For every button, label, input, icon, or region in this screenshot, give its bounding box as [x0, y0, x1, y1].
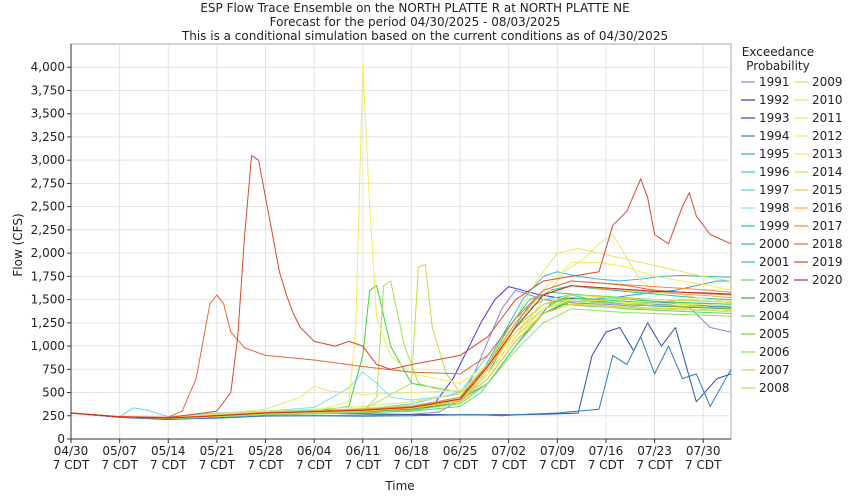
legend-label-2014: 2014 [812, 165, 843, 179]
legend-label-2017: 2017 [812, 219, 843, 233]
y-tick-label: 2,500 [31, 200, 65, 214]
y-tick-label: 4,000 [31, 60, 65, 74]
legend-label-2009: 2009 [812, 75, 843, 89]
y-tick-label: 1,250 [31, 316, 65, 330]
legend-label-1991: 1991 [759, 75, 790, 89]
legend-label-1999: 1999 [759, 219, 790, 233]
x-tick-tz: 7 CDT [101, 458, 138, 472]
series-line-1994 [70, 336, 732, 420]
legend-label-1994: 1994 [759, 129, 790, 143]
legend-title-exceedance: Exceedance [742, 45, 814, 59]
y-axis-ticks: 0 250 500 750 1,000 1,250 1,500 1,750 2,000 2,250… [31, 60, 71, 446]
legend-label-1997: 1997 [759, 183, 790, 197]
y-tick-label: 1,500 [31, 293, 65, 307]
legend-label-2006: 2006 [759, 345, 790, 359]
x-tick-tz: 7 CDT [588, 458, 625, 472]
y-tick-label: 500 [42, 386, 65, 400]
y-axis-label: Flow (CFS) [11, 213, 25, 276]
series-line-2019 [70, 155, 732, 419]
x-tick-tz: 7 CDT [199, 458, 236, 472]
y-tick-label: 3,500 [31, 107, 65, 121]
x-tick-date: 06/25 [443, 444, 478, 458]
y-tick-label: 2,000 [31, 246, 65, 260]
series-line-2018 [70, 280, 732, 418]
legend-label-2012: 2012 [812, 129, 843, 143]
x-tick-tz: 7 CDT [442, 458, 479, 472]
legend-label-2019: 2019 [812, 255, 843, 269]
chart-title: ESP Flow Trace Ensemble on the NORTH PLA… [200, 1, 629, 15]
legend-label-2007: 2007 [759, 363, 790, 377]
x-tick-date: 06/04 [297, 444, 332, 458]
y-tick-label: 3,000 [31, 153, 65, 167]
y-tick-label: 750 [42, 362, 65, 376]
y-tick-label: 1,000 [31, 339, 65, 353]
x-tick-tz: 7 CDT [247, 458, 284, 472]
legend-label-2020: 2020 [812, 273, 843, 287]
series-lines [70, 63, 732, 420]
plot-area [70, 43, 732, 440]
x-tick-tz: 7 CDT [685, 458, 722, 472]
x-tick-date: 07/16 [589, 444, 624, 458]
legend-label-2011: 2011 [812, 111, 843, 125]
legend-label-2001: 2001 [759, 255, 790, 269]
legend-label-2013: 2013 [812, 147, 843, 161]
series-line-2020 [70, 285, 732, 419]
legend-label-2000: 2000 [759, 237, 790, 251]
x-tick-date: 07/23 [637, 444, 672, 458]
x-tick-date: 04/30 [54, 444, 89, 458]
x-tick-date: 05/14 [151, 444, 186, 458]
y-tick-label: 1,750 [31, 269, 65, 283]
x-tick-tz: 7 CDT [636, 458, 673, 472]
x-tick-tz: 7 CDT [150, 458, 187, 472]
legend: 1991 1992 1993 1994 1995 1996 1997 1998 1999 2000… [741, 75, 843, 395]
legend-label-2015: 2015 [812, 183, 843, 197]
legend-label-1998: 1998 [759, 201, 790, 215]
x-tick-tz: 7 CDT [345, 458, 382, 472]
legend-label-2005: 2005 [759, 327, 790, 341]
x-tick-date: 06/11 [345, 444, 380, 458]
legend-label-2002: 2002 [759, 273, 790, 287]
chart-subtitle-conditions: This is a conditional simulation based o… [181, 29, 668, 43]
y-tick-label: 2,250 [31, 223, 65, 237]
x-axis-label: Time [384, 479, 414, 493]
y-tick-label: 250 [42, 409, 65, 423]
x-tick-tz: 7 CDT [53, 458, 90, 472]
chart-subtitle-period: Forecast for the period 04/30/2025 - 08/… [270, 15, 561, 29]
y-tick-label: 0 [57, 432, 65, 446]
legend-title-probability: Probability [746, 59, 809, 73]
x-tick-tz: 7 CDT [490, 458, 527, 472]
x-tick-tz: 7 CDT [539, 458, 576, 472]
legend-label-1995: 1995 [759, 147, 790, 161]
y-tick-label: 3,750 [31, 83, 65, 97]
legend-label-2003: 2003 [759, 291, 790, 305]
y-tick-label: 3,250 [31, 130, 65, 144]
legend-label-2018: 2018 [812, 237, 843, 251]
x-tick-date: 07/02 [491, 444, 526, 458]
x-tick-date: 05/28 [248, 444, 283, 458]
legend-label-2008: 2008 [759, 381, 790, 395]
x-tick-date: 05/07 [102, 444, 137, 458]
x-tick-date: 07/09 [540, 444, 575, 458]
legend-label-2016: 2016 [812, 201, 843, 215]
legend-label-1992: 1992 [759, 93, 790, 107]
x-tick-tz: 7 CDT [296, 458, 333, 472]
legend-label-2004: 2004 [759, 309, 790, 323]
y-tick-label: 2,750 [31, 176, 65, 190]
legend-label-2010: 2010 [812, 93, 843, 107]
x-tick-tz: 7 CDT [393, 458, 430, 472]
x-tick-date: 07/30 [686, 444, 721, 458]
x-tick-date: 05/21 [200, 444, 235, 458]
x-tick-date: 06/18 [394, 444, 429, 458]
legend-label-1996: 1996 [759, 165, 790, 179]
legend-label-1993: 1993 [759, 111, 790, 125]
